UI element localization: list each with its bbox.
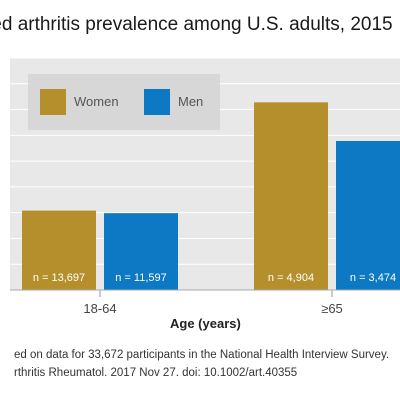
x-tick-label: ≥65 [321, 301, 343, 316]
bar-men-1 [104, 213, 178, 290]
bar-women-2 [254, 102, 328, 291]
legend-swatch-men [144, 89, 170, 115]
bar-men-2 [336, 141, 400, 290]
bar-data-label: n = 11,597 [115, 272, 166, 284]
bar-data-label: n = 13,697 [33, 272, 85, 284]
bar-women-1 [22, 210, 96, 290]
x-tick-label: 18-64 [83, 301, 116, 316]
chart-title: ted arthritis prevalence among U.S. adul… [0, 14, 393, 35]
footnote-citation: rthritis Rheumatol. 2017 Nov 27. doi: 10… [14, 367, 298, 379]
bar-data-label: n = 3,474 [350, 272, 396, 284]
legend-swatch-women [40, 89, 66, 115]
legend-label-women: Women [74, 94, 119, 109]
legend-label-men: Men [178, 94, 204, 109]
legend: Women Men [28, 74, 220, 130]
footnote-source: ed on data for 33,672 participants in th… [14, 349, 390, 361]
bar-data-label: n = 4,904 [268, 272, 314, 284]
x-axis-label: Age (years) [170, 316, 241, 331]
